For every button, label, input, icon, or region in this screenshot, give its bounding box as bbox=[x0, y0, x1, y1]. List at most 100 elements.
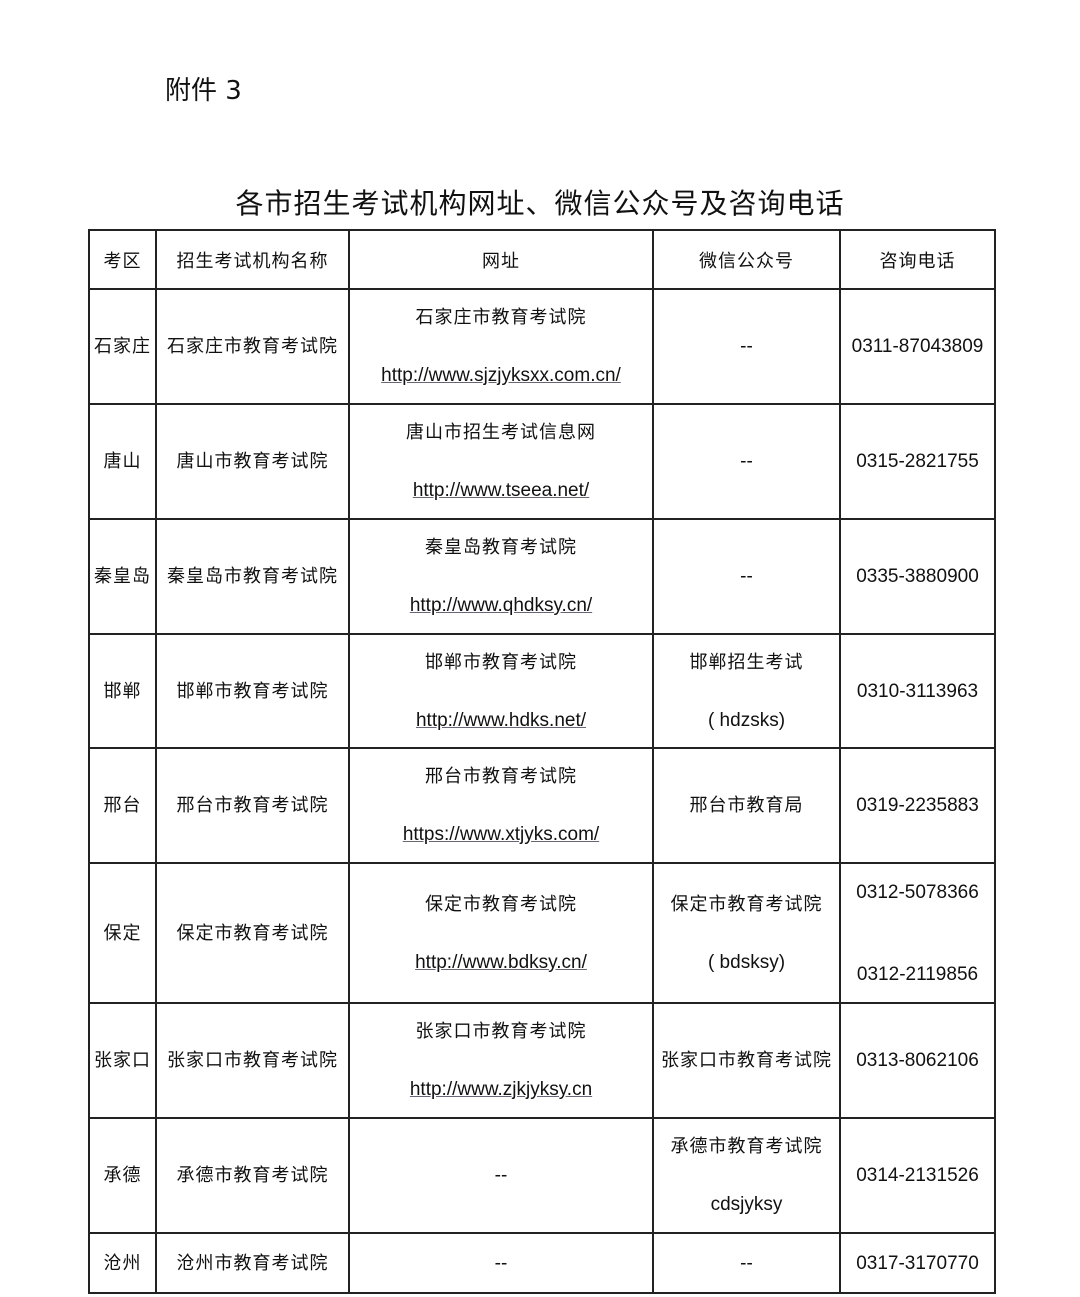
cell-institution: 石家庄市教育考试院 bbox=[155, 288, 350, 405]
header-institution: 招生考试机构名称 bbox=[155, 229, 350, 290]
table-row: 唐山 唐山市教育考试院 唐山市招生考试信息网 http://www.tseea.net… bbox=[88, 403, 996, 520]
cell-institution: 唐山市教育考试院 bbox=[155, 403, 350, 520]
website-empty: -- bbox=[494, 1165, 508, 1186]
header-website: 网址 bbox=[348, 229, 654, 290]
cell-institution: 邯郸市教育考试院 bbox=[155, 633, 350, 749]
cell-wechat: -- bbox=[652, 403, 841, 520]
contact-table: 考区 招生考试机构名称 网址 微信公众号 咨询电话 石家庄 石家庄市教育考试院 石家… bbox=[88, 229, 996, 1294]
wechat-account: 邢台市教育局 bbox=[689, 795, 804, 816]
cell-wechat: -- bbox=[652, 288, 841, 405]
region-name: 石家庄 bbox=[94, 336, 151, 357]
cell-website: 邢台市教育考试院 https://www.xtjyks.com/ bbox=[348, 747, 654, 864]
wechat-account: -- bbox=[740, 336, 753, 357]
institution-name: 邢台市教育考试院 bbox=[176, 795, 329, 816]
cell-phone: 0311-87043809 bbox=[839, 288, 996, 405]
institution-name: 保定市教育考试院 bbox=[176, 922, 329, 944]
cell-region: 承德 bbox=[88, 1117, 157, 1234]
table-row: 邢台 邢台市教育考试院 邢台市教育考试院 https://www.xtjyks.com… bbox=[88, 747, 996, 864]
phone-number: 0335-3880900 bbox=[856, 566, 979, 587]
cell-institution: 承德市教育考试院 bbox=[155, 1117, 350, 1234]
phone-number: 0310-3113963 bbox=[856, 680, 979, 702]
cell-phone: 0315-2821755 bbox=[839, 403, 996, 520]
phone-number: 0313-8062106 bbox=[856, 1050, 979, 1071]
cell-region: 秦皇岛 bbox=[88, 518, 157, 635]
cell-region: 石家庄 bbox=[88, 288, 157, 405]
website-link[interactable]: http://www.zjkjyksy.cn bbox=[409, 1079, 593, 1100]
cell-wechat: 保定市教育考试院 ( bdsksy) bbox=[652, 862, 841, 1004]
website-link[interactable]: http://www.sjzjyksxx.com.cn/ bbox=[381, 365, 621, 386]
table-row: 沧州 沧州市教育考试院 -- -- 0317-3170770 bbox=[88, 1232, 996, 1294]
region-name: 唐山 bbox=[103, 451, 142, 472]
website-name: 张家口市教育考试院 bbox=[415, 1021, 587, 1042]
header-region: 考区 bbox=[88, 229, 157, 290]
website-name: 石家庄市教育考试院 bbox=[415, 307, 587, 328]
table-header-row: 考区 招生考试机构名称 网址 微信公众号 咨询电话 bbox=[88, 229, 996, 290]
cell-wechat: 承德市教育考试院 cdsjyksy bbox=[652, 1117, 841, 1234]
institution-name: 张家口市教育考试院 bbox=[167, 1050, 338, 1071]
cell-website: 保定市教育考试院 http://www.bdksy.cn/ bbox=[348, 862, 654, 1004]
phone-number: 0311-87043809 bbox=[851, 336, 984, 357]
website-name: 保定市教育考试院 bbox=[425, 893, 577, 915]
table-row: 邯郸 邯郸市教育考试院 邯郸市教育考试院 http://www.hdks.net/邯郸… bbox=[88, 633, 996, 749]
table-row: 秦皇岛 秦皇岛市教育考试院 秦皇岛教育考试院 http://www.qhdksy.cn… bbox=[88, 518, 996, 635]
cell-phone: 0317-3170770 bbox=[839, 1232, 996, 1294]
region-name: 张家口 bbox=[94, 1050, 151, 1071]
cell-institution: 沧州市教育考试院 bbox=[155, 1232, 350, 1294]
phone-number: 0312-2119856 bbox=[856, 963, 979, 985]
cell-region: 沧州 bbox=[88, 1232, 157, 1294]
region-name: 邢台 bbox=[103, 795, 142, 816]
cell-institution: 秦皇岛市教育考试院 bbox=[155, 518, 350, 635]
website-link[interactable]: http://www.hdks.net/ bbox=[415, 709, 587, 731]
wechat-account: -- bbox=[740, 451, 753, 472]
wechat-account: 张家口市教育考试院 bbox=[661, 1050, 832, 1071]
wechat-account: -- bbox=[740, 566, 753, 587]
website-name: 邯郸市教育考试院 bbox=[425, 651, 577, 673]
cell-wechat: 邯郸招生考试 ( hdzsks) bbox=[652, 633, 841, 749]
region-name: 沧州 bbox=[103, 1252, 142, 1274]
website-name: 秦皇岛教育考试院 bbox=[425, 537, 577, 558]
table-row: 保定 保定市教育考试院 保定市教育考试院 http://www.bdksy.cn/保定… bbox=[88, 862, 996, 1004]
institution-name: 邯郸市教育考试院 bbox=[176, 680, 329, 702]
region-name: 承德 bbox=[103, 1165, 142, 1186]
table-row: 石家庄 石家庄市教育考试院 石家庄市教育考试院 http://www.sjzjyksx… bbox=[88, 288, 996, 405]
cell-phone: 0319-2235883 bbox=[839, 747, 996, 864]
table-row: 张家口 张家口市教育考试院 张家口市教育考试院 http://www.zjkjyksy… bbox=[88, 1002, 996, 1119]
phone-number: 0314-2131526 bbox=[856, 1165, 979, 1186]
cell-institution: 张家口市教育考试院 bbox=[155, 1002, 350, 1119]
table-row: 承德 承德市教育考试院 -- 承德市教育考试院 cdsjyksy 0314-2131526 bbox=[88, 1117, 996, 1234]
wechat-account: 保定市教育考试院 bbox=[670, 893, 823, 915]
wechat-account: -- bbox=[740, 1252, 753, 1274]
phone-number: 0317-3170770 bbox=[856, 1252, 979, 1274]
website-link[interactable]: http://www.bdksy.cn/ bbox=[415, 951, 587, 973]
cell-wechat: 张家口市教育考试院 bbox=[652, 1002, 841, 1119]
cell-website: 秦皇岛教育考试院 http://www.qhdksy.cn/ bbox=[348, 518, 654, 635]
institution-name: 石家庄市教育考试院 bbox=[167, 336, 338, 357]
cell-region: 邢台 bbox=[88, 747, 157, 864]
cell-phone: 0312-5078366 0312-2119856 bbox=[839, 862, 996, 1004]
institution-name: 秦皇岛市教育考试院 bbox=[167, 566, 338, 587]
cell-website: 张家口市教育考试院 http://www.zjkjyksy.cn bbox=[348, 1002, 654, 1119]
header-wechat: 微信公众号 bbox=[652, 229, 841, 290]
region-name: 保定 bbox=[103, 922, 142, 944]
cell-institution: 保定市教育考试院 bbox=[155, 862, 350, 1004]
cell-phone: 0310-3113963 bbox=[839, 633, 996, 749]
cell-website: -- bbox=[348, 1117, 654, 1234]
header-phone: 咨询电话 bbox=[839, 229, 996, 290]
website-name: 唐山市招生考试信息网 bbox=[406, 422, 596, 443]
cell-phone: 0335-3880900 bbox=[839, 518, 996, 635]
website-link[interactable]: https://www.xtjyks.com/ bbox=[402, 824, 600, 845]
attachment-label: 附件 3 bbox=[165, 76, 242, 106]
region-name: 邯郸 bbox=[103, 680, 142, 702]
cell-phone: 0314-2131526 bbox=[839, 1117, 996, 1234]
website-link[interactable]: http://www.tseea.net/ bbox=[412, 480, 590, 501]
cell-website: 石家庄市教育考试院 http://www.sjzjyksxx.com.cn/ bbox=[348, 288, 654, 405]
cell-region: 张家口 bbox=[88, 1002, 157, 1119]
document-title: 各市招生考试机构网址、微信公众号及咨询电话 bbox=[235, 187, 845, 220]
cell-region: 唐山 bbox=[88, 403, 157, 520]
wechat-account: 承德市教育考试院 bbox=[670, 1136, 823, 1157]
website-link[interactable]: http://www.qhdksy.cn/ bbox=[409, 595, 593, 616]
institution-name: 承德市教育考试院 bbox=[176, 1165, 329, 1186]
wechat-account: ( hdzsks) bbox=[707, 709, 786, 731]
cell-region: 邯郸 bbox=[88, 633, 157, 749]
phone-number: 0312-5078366 bbox=[856, 881, 979, 903]
